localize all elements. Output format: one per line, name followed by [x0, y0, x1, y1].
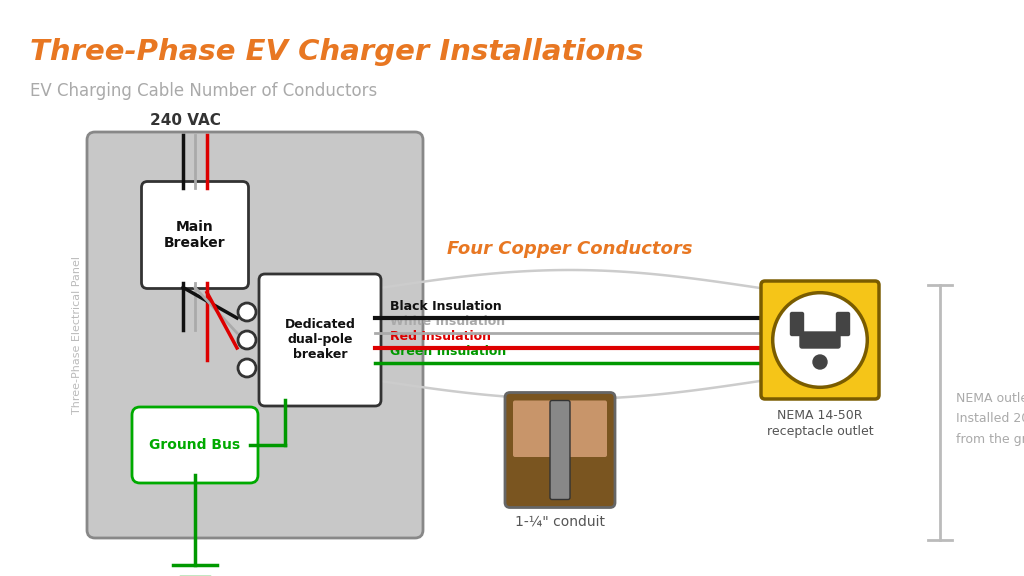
FancyBboxPatch shape — [513, 400, 607, 457]
Text: White Insulation: White Insulation — [390, 315, 505, 328]
Text: Ground Bus: Ground Bus — [150, 438, 241, 452]
Text: receptacle outlet: receptacle outlet — [767, 425, 873, 438]
FancyBboxPatch shape — [837, 313, 850, 335]
FancyBboxPatch shape — [259, 274, 381, 406]
Text: 1-¼" conduit: 1-¼" conduit — [515, 514, 605, 529]
Text: from the ground: from the ground — [956, 433, 1024, 445]
FancyBboxPatch shape — [791, 313, 804, 335]
FancyBboxPatch shape — [132, 407, 258, 483]
Text: Four Copper Conductors: Four Copper Conductors — [447, 240, 693, 258]
Text: 240 VAC: 240 VAC — [150, 113, 220, 128]
FancyBboxPatch shape — [800, 332, 840, 348]
FancyBboxPatch shape — [761, 281, 879, 399]
FancyBboxPatch shape — [550, 400, 570, 499]
Text: Dedicated
dual-pole
breaker: Dedicated dual-pole breaker — [285, 319, 355, 362]
Text: NEMA outlet: NEMA outlet — [956, 392, 1024, 406]
Text: Black Insulation: Black Insulation — [390, 300, 502, 313]
FancyBboxPatch shape — [505, 392, 615, 507]
Circle shape — [773, 293, 867, 387]
FancyBboxPatch shape — [141, 181, 249, 289]
Text: NEMA 14-50R: NEMA 14-50R — [777, 409, 863, 422]
Text: Installed 20-26": Installed 20-26" — [956, 412, 1024, 426]
Text: Three-Phase EV Charger Installations: Three-Phase EV Charger Installations — [30, 38, 643, 66]
Text: Main
Breaker: Main Breaker — [164, 220, 226, 250]
Text: Green Insulation: Green Insulation — [390, 345, 506, 358]
Circle shape — [238, 359, 256, 377]
Text: Red Insulation: Red Insulation — [390, 330, 490, 343]
Circle shape — [238, 331, 256, 349]
Text: EV Charging Cable Number of Conductors: EV Charging Cable Number of Conductors — [30, 82, 377, 100]
Circle shape — [238, 303, 256, 321]
Text: Three-Phase Electrical Panel: Three-Phase Electrical Panel — [72, 256, 82, 414]
Circle shape — [813, 355, 827, 369]
FancyBboxPatch shape — [87, 132, 423, 538]
